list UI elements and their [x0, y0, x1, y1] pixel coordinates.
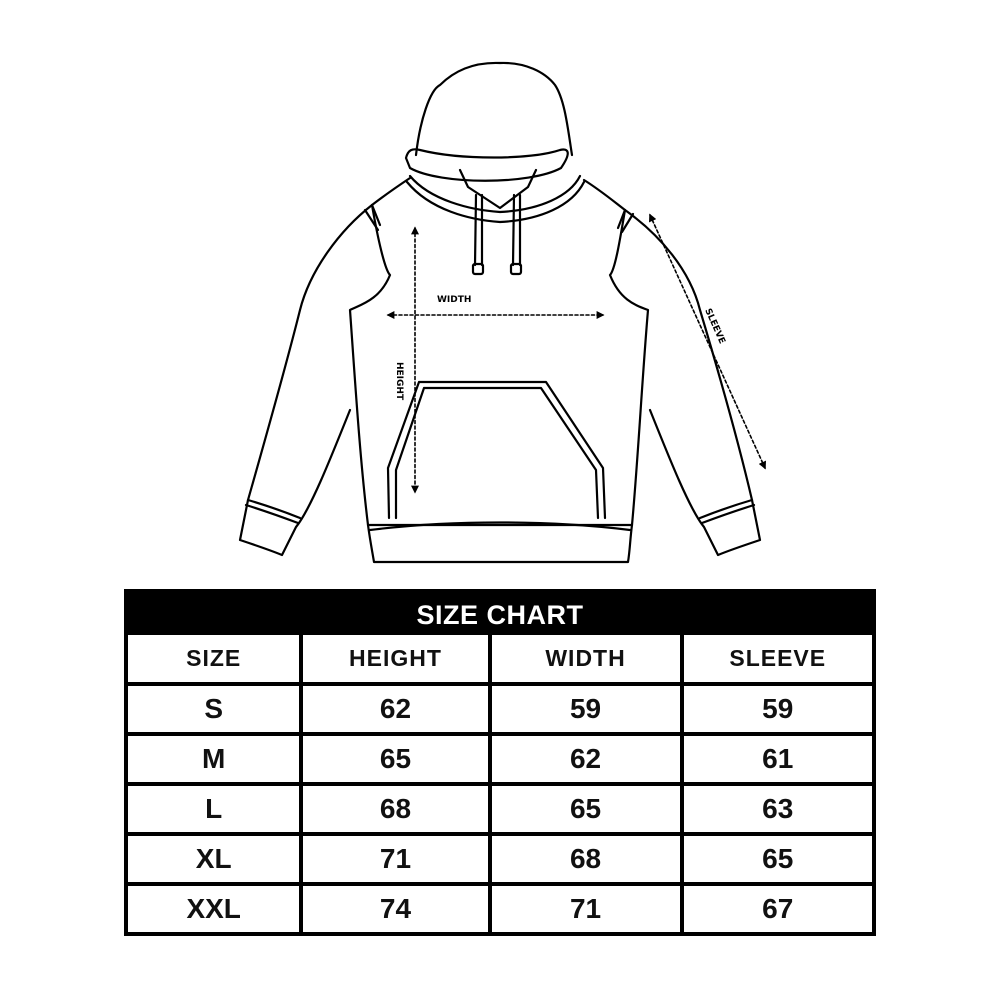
- header-width: WIDTH: [487, 635, 684, 686]
- cell-height: 71: [299, 832, 492, 886]
- kangaroo-pocket: [386, 380, 607, 520]
- left-sleeve: [238, 203, 374, 557]
- cell-width: 65: [487, 782, 684, 836]
- table-row: L 68 65 63: [128, 782, 872, 836]
- cell-height: 65: [299, 732, 492, 786]
- cell-sleeve: 61: [679, 732, 872, 786]
- body-outline: [348, 176, 650, 527]
- header-height: HEIGHT: [299, 635, 492, 686]
- cell-sleeve: 59: [679, 682, 872, 736]
- height-label: HEIGHT: [394, 362, 404, 401]
- cell-sleeve: 65: [679, 832, 872, 886]
- table-row: XL 71 68 65: [128, 832, 872, 886]
- cell-size: XL: [128, 832, 304, 886]
- cell-size: XXL: [128, 882, 304, 932]
- cell-sleeve: 67: [679, 882, 872, 932]
- table-row: S 62 59 59: [128, 682, 872, 736]
- drawstring-right: [511, 193, 522, 267]
- cell-height: 68: [299, 782, 492, 836]
- hood: [414, 61, 574, 157]
- cell-width: 68: [487, 832, 684, 886]
- cell-width: 62: [487, 732, 684, 786]
- size-chart-title: SIZE CHART: [128, 593, 872, 635]
- header-size: SIZE: [128, 635, 304, 686]
- hoodie-diagram: WIDTH HEIGHT SLEEVE: [238, 61, 766, 564]
- table-row: M 65 62 61: [128, 732, 872, 786]
- table-row: XXL 74 71 67: [128, 882, 872, 932]
- cell-height: 74: [299, 882, 492, 932]
- cell-size: M: [128, 732, 304, 786]
- drawstring-left: [473, 193, 484, 267]
- cell-size: S: [128, 682, 304, 736]
- cell-size: L: [128, 782, 304, 836]
- cell-height: 62: [299, 682, 492, 736]
- cell-width: 71: [487, 882, 684, 932]
- cell-sleeve: 63: [679, 782, 872, 836]
- cell-width: 59: [487, 682, 684, 736]
- width-label: WIDTH: [437, 295, 471, 305]
- hood-rim: [404, 148, 569, 182]
- size-chart-table: SIZE CHART SIZE HEIGHT WIDTH SLEEVE S 62…: [124, 589, 876, 936]
- header-sleeve: SLEEVE: [679, 635, 872, 686]
- header-row: SIZE HEIGHT WIDTH SLEEVE: [128, 635, 872, 686]
- sleeve-arrow: [649, 213, 766, 470]
